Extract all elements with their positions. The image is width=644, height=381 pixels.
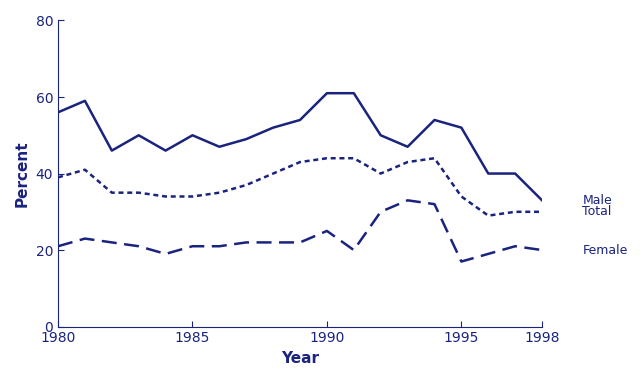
Total [216,190,223,195]
Male [135,133,142,138]
Total [189,194,196,199]
Female [484,251,492,256]
Female [162,251,169,256]
Female [538,248,546,252]
Male [538,198,546,203]
Male [81,99,89,103]
Total [457,194,465,199]
Line: Total: Total [58,158,542,216]
Male [108,148,116,153]
Female [377,210,384,214]
Total [323,156,331,160]
Total [162,194,169,199]
Female [216,244,223,248]
Female [296,240,304,245]
Line: Male: Male [58,93,542,200]
Female [323,229,331,233]
Total [81,167,89,172]
Female [108,240,116,245]
Male [269,125,277,130]
Male [350,91,357,96]
Total [350,156,357,160]
Total [404,160,412,164]
Total [431,156,439,160]
Male [377,133,384,138]
Text: Female: Female [582,243,628,256]
Total [538,210,546,214]
Total [54,175,62,180]
Female [242,240,250,245]
Text: Total: Total [582,205,612,218]
Female [457,259,465,264]
Line: Female: Female [58,200,542,261]
Female [511,244,519,248]
Text: Male: Male [582,194,612,207]
Total [269,171,277,176]
X-axis label: Year: Year [281,351,319,366]
Total [484,213,492,218]
Male [54,110,62,115]
Total [511,210,519,214]
Total [108,190,116,195]
Y-axis label: Percent: Percent [15,140,30,207]
Female [350,248,357,252]
Male [162,148,169,153]
Total [135,190,142,195]
Female [269,240,277,245]
Male [296,118,304,122]
Male [484,171,492,176]
Total [242,183,250,187]
Female [81,236,89,241]
Total [296,160,304,164]
Female [54,244,62,248]
Total [377,171,384,176]
Female [189,244,196,248]
Male [189,133,196,138]
Female [404,198,412,203]
Male [216,144,223,149]
Male [457,125,465,130]
Male [511,171,519,176]
Male [431,118,439,122]
Female [135,244,142,248]
Male [323,91,331,96]
Male [242,137,250,141]
Female [431,202,439,207]
Male [404,144,412,149]
